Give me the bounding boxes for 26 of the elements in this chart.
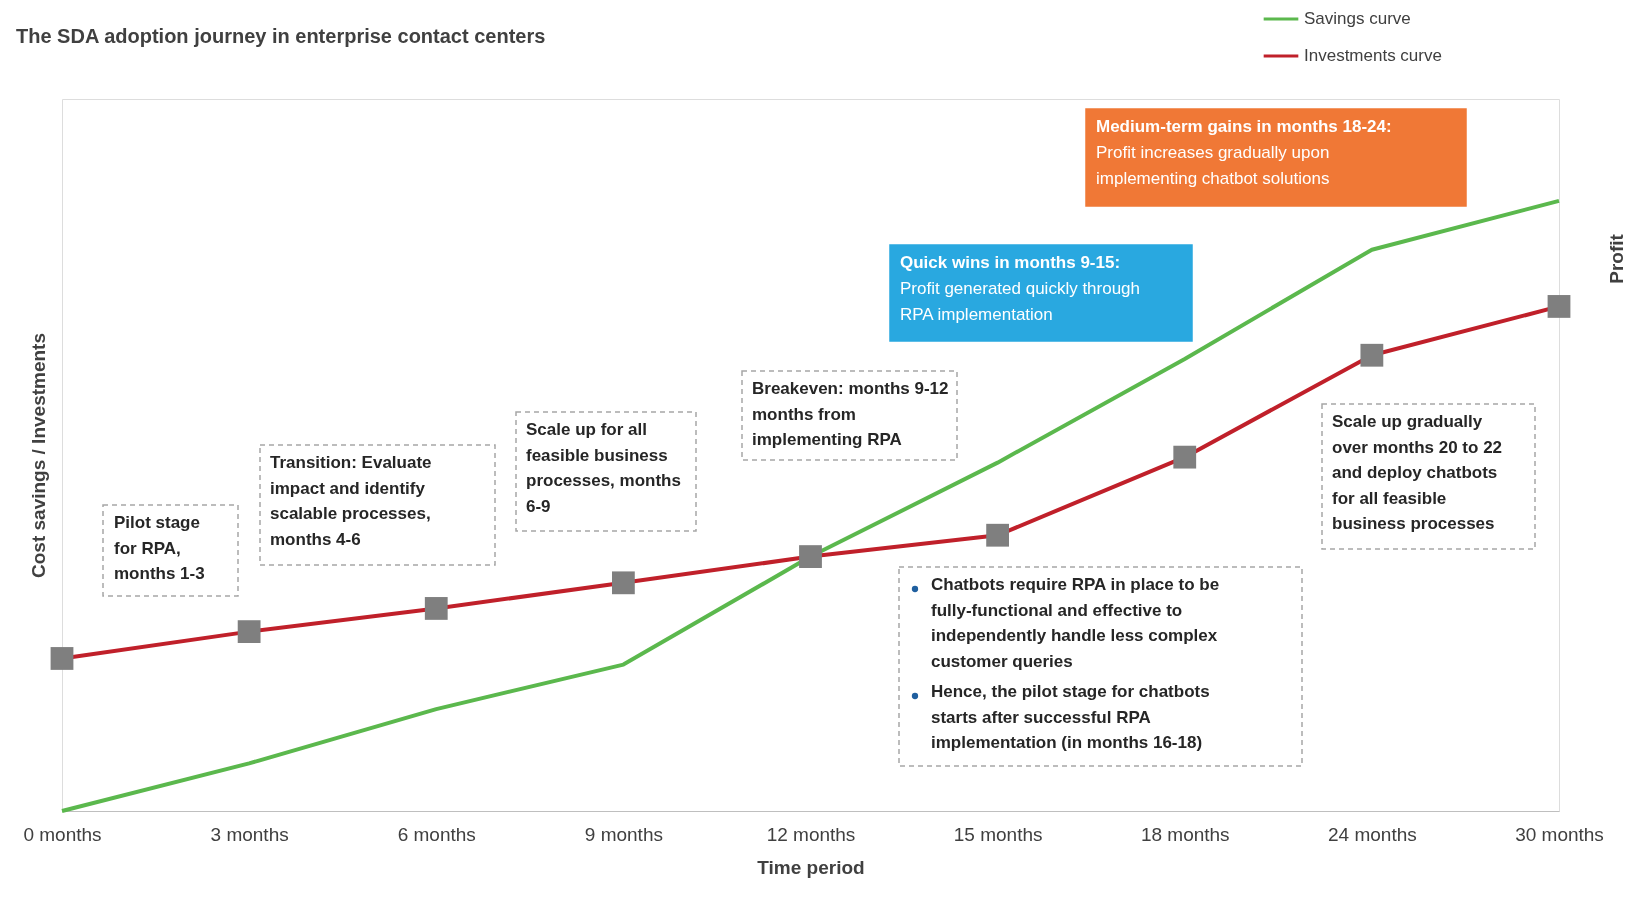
chart-title: The SDA adoption journey in enterprise contact centers: [16, 25, 546, 47]
text: Profit: [1606, 233, 1627, 284]
annotation: Hence, the pilot stage for chatbots starts after successful RPA implementation (in months 16-18): [931, 682, 1210, 752]
legend-label: Savings curve: [1304, 9, 1411, 28]
x-tick-label: 0 months: [23, 823, 102, 845]
x-tick-label: 6 months: [397, 823, 476, 845]
x-tick-label: 15 months: [953, 823, 1043, 845]
annotation: Breakeven: months 9-12 months from implementing RPA: [752, 379, 949, 449]
annotation: Scale up for all feasible business processes, months 6-9: [526, 420, 681, 516]
x-tick-label: 9 months: [584, 823, 663, 845]
x-tick-label: 3 months: [210, 823, 289, 845]
annotation: Chatbots require RPA in place to be fully-functional and effective to independently handle less complex customer queries: [931, 575, 1220, 671]
x-tick-label: 30 months: [1515, 823, 1604, 845]
annotation: Pilot stage for RPA, months 1-3: [114, 513, 205, 583]
annotation: Scale up gradually over months 20 to 22 and deploy chatbots for all feasible business processes: [1332, 412, 1503, 533]
text: Profit increases gradually upon implementing chatbot solutions: [1096, 143, 1330, 188]
annotation: Quick wins in months 9-15:: [900, 253, 1121, 272]
x-tick-label: 18 months: [1140, 823, 1230, 845]
y-axis-title: Cost savings / Investments: [27, 333, 49, 578]
annotation: Profit generated quickly through RPA implementation: [900, 279, 1141, 324]
text: Medium-term gains in months 18-24:: [1096, 117, 1392, 136]
annotation: Transition: Evaluate impact and identify scalable processes, months 4-6: [270, 453, 432, 549]
x-tick-label: 12 months: [766, 823, 856, 845]
x-tick-label: 24 months: [1328, 823, 1417, 845]
legend-label: Investments curve: [1304, 46, 1442, 65]
x-axis-title: Time period: [757, 856, 865, 878]
